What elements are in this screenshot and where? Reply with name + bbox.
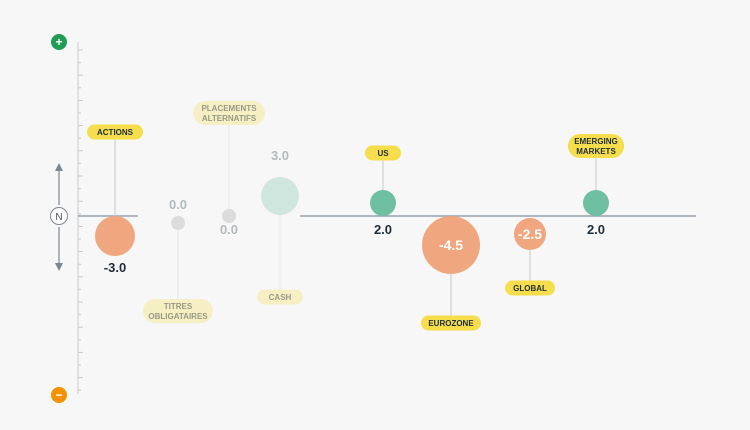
- plus-circle: [51, 34, 67, 50]
- tag-us: [365, 145, 401, 161]
- value-label-emerging-markets: 2.0: [587, 222, 605, 237]
- tag-label-actions: ACTIONS: [97, 128, 134, 137]
- minus-circle: [51, 387, 67, 403]
- tag-label-emerging-markets: EMERGING: [574, 137, 618, 146]
- tag-label-placements-alternatifs: ALTERNATIFS: [202, 114, 257, 123]
- tag-emerging-markets: [568, 134, 624, 158]
- value-label-eurozone: -4.5: [439, 237, 463, 253]
- tag-label-eurozone: EUROZONE: [428, 319, 474, 328]
- value-label-cash: 3.0: [271, 148, 289, 163]
- tag-eurozone: [421, 315, 481, 331]
- neutral-circle: [50, 207, 68, 225]
- up-arrow-icon: [55, 163, 63, 171]
- dot-cash: [261, 177, 299, 215]
- dot-us: [370, 190, 396, 216]
- tag-label-titres-obligataires: TITRES: [164, 302, 193, 311]
- tag-label-us: US: [377, 149, 389, 158]
- value-label-actions: -3.0: [104, 260, 126, 275]
- dot-actions: [95, 216, 135, 256]
- tag-placements-alternatifs: [193, 101, 265, 125]
- value-label-titres-obligataires: 0.0: [169, 197, 187, 212]
- tag-label-cash: CASH: [269, 293, 292, 302]
- value-label-us: 2.0: [374, 222, 392, 237]
- dot-titres-obligataires: [171, 216, 185, 230]
- down-arrow-icon: [55, 263, 63, 271]
- plus-icon: +: [55, 35, 62, 49]
- tag-cash: [257, 289, 303, 305]
- minus-icon: −: [55, 388, 62, 402]
- dot-emerging-markets: [583, 190, 609, 216]
- tag-label-placements-alternatifs: PLACEMENTS: [201, 104, 257, 113]
- dot-global: [514, 218, 546, 250]
- dot-placements-alternatifs: [222, 209, 236, 223]
- tag-titres-obligataires: [143, 299, 213, 323]
- tag-global: [505, 280, 555, 296]
- tag-label-titres-obligataires: OBLIGATAIRES: [148, 312, 208, 321]
- value-label-placements-alternatifs: 0.0: [220, 222, 238, 237]
- dot-eurozone: [422, 216, 480, 274]
- value-label-global: -2.5: [518, 226, 542, 242]
- tag-label-emerging-markets: MARKETS: [576, 147, 616, 156]
- tag-actions: [87, 124, 143, 140]
- neutral-label: N: [55, 212, 62, 223]
- tag-label-global: GLOBAL: [513, 284, 547, 293]
